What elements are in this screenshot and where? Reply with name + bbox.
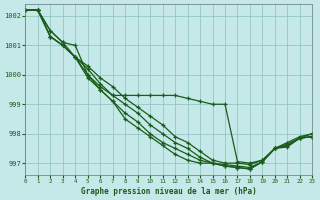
X-axis label: Graphe pression niveau de la mer (hPa): Graphe pression niveau de la mer (hPa) (81, 187, 257, 196)
